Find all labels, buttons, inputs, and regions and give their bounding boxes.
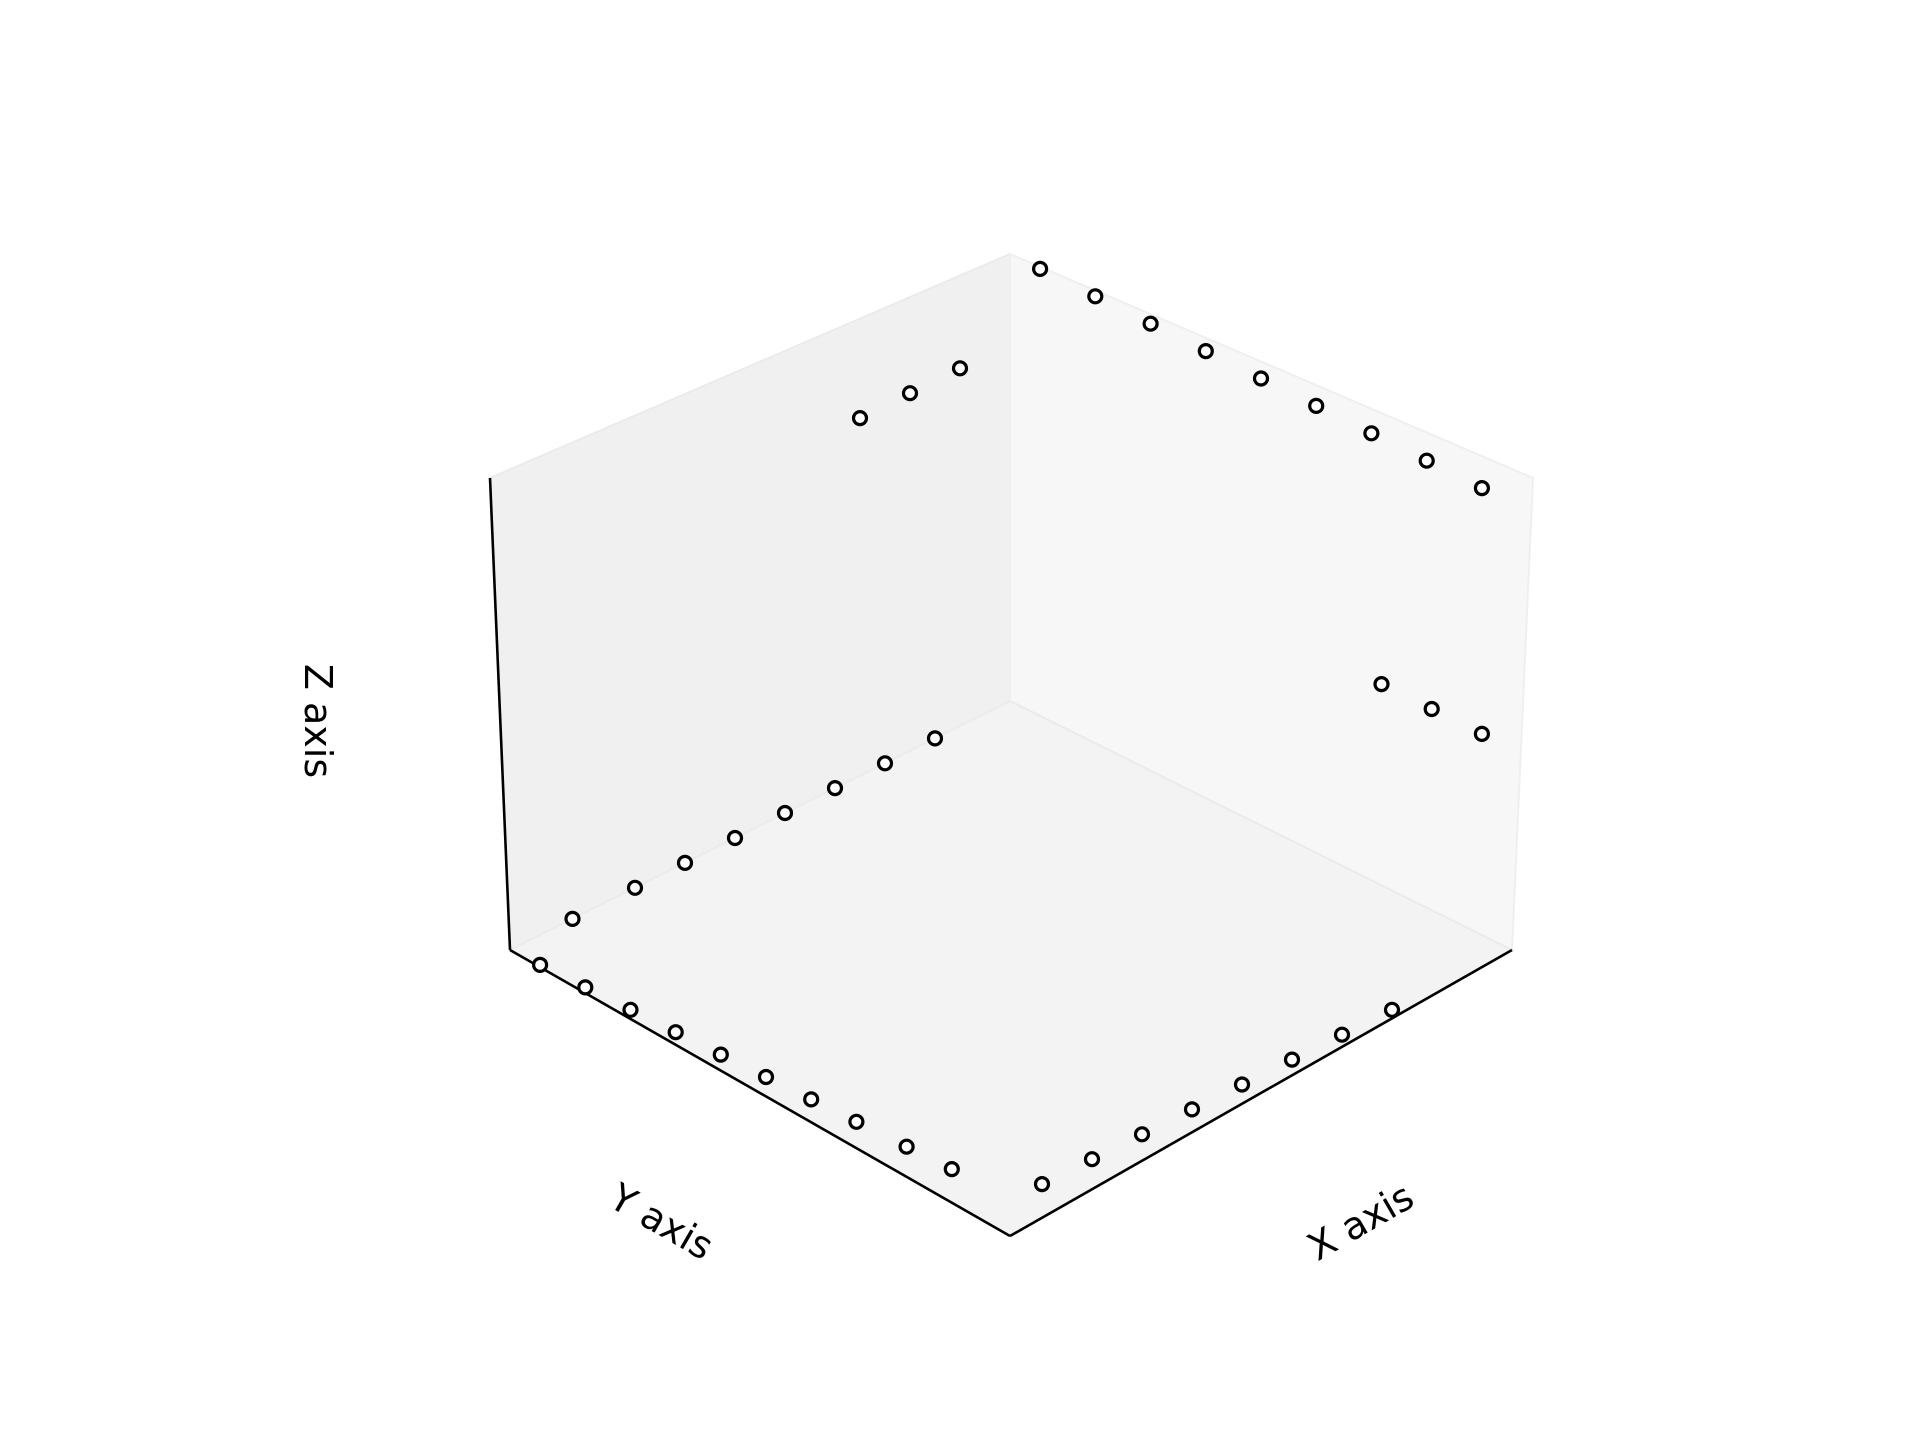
scatter-point bbox=[826, 779, 844, 797]
scatter-point bbox=[757, 1068, 775, 1086]
scatter-point bbox=[1383, 1001, 1401, 1018]
scatter-point bbox=[622, 1001, 639, 1018]
scatter-points bbox=[531, 260, 1491, 1193]
scatter-point bbox=[1087, 288, 1104, 305]
scatter-point bbox=[1473, 725, 1491, 743]
scatter-point bbox=[712, 1046, 729, 1063]
scatter-point bbox=[1033, 1175, 1051, 1193]
scatter-point bbox=[926, 730, 944, 747]
scatter-point bbox=[851, 410, 869, 427]
scatter-point bbox=[626, 879, 644, 896]
z-axis-label: Z axis bbox=[296, 664, 340, 778]
scatter-point bbox=[1308, 397, 1325, 414]
scatter-point bbox=[1423, 700, 1440, 718]
scatter-point bbox=[951, 360, 969, 377]
scatter-point bbox=[1133, 1126, 1151, 1143]
scatter-point bbox=[1031, 260, 1049, 277]
scatter-point bbox=[803, 1091, 820, 1108]
scatter-point bbox=[1473, 480, 1491, 497]
scatter-point bbox=[1183, 1101, 1201, 1118]
scatter-point bbox=[531, 956, 549, 974]
scatter-point bbox=[1373, 675, 1390, 693]
scatter-point bbox=[577, 979, 594, 996]
x-axis-label: X axis bbox=[1300, 1174, 1421, 1269]
scatter-point bbox=[1252, 370, 1270, 387]
y-axis-line bbox=[509, 948, 1011, 1238]
z-axis-line bbox=[488, 477, 512, 951]
scatter-point bbox=[898, 1138, 915, 1155]
scatter-point bbox=[943, 1160, 960, 1178]
scatter-point bbox=[776, 804, 794, 822]
scatter-point bbox=[676, 854, 694, 872]
x-axis-line bbox=[1009, 948, 1513, 1238]
scatter-point bbox=[1363, 425, 1380, 442]
scatter-point bbox=[1418, 452, 1435, 469]
scatter-point bbox=[1142, 315, 1159, 332]
scatter-point bbox=[1197, 343, 1214, 360]
scatter-point bbox=[1233, 1076, 1251, 1093]
scatter-point bbox=[726, 829, 744, 847]
scatter-point bbox=[667, 1024, 684, 1041]
scatter-point bbox=[901, 385, 919, 402]
scatter-point bbox=[1283, 1051, 1301, 1068]
scatter-point bbox=[848, 1113, 865, 1130]
scatter-point bbox=[1333, 1026, 1351, 1043]
scatter-point bbox=[876, 755, 894, 772]
scatter-point bbox=[564, 910, 581, 928]
y-axis-label: Y axis bbox=[601, 1174, 720, 1268]
scatter-point bbox=[1083, 1151, 1101, 1168]
